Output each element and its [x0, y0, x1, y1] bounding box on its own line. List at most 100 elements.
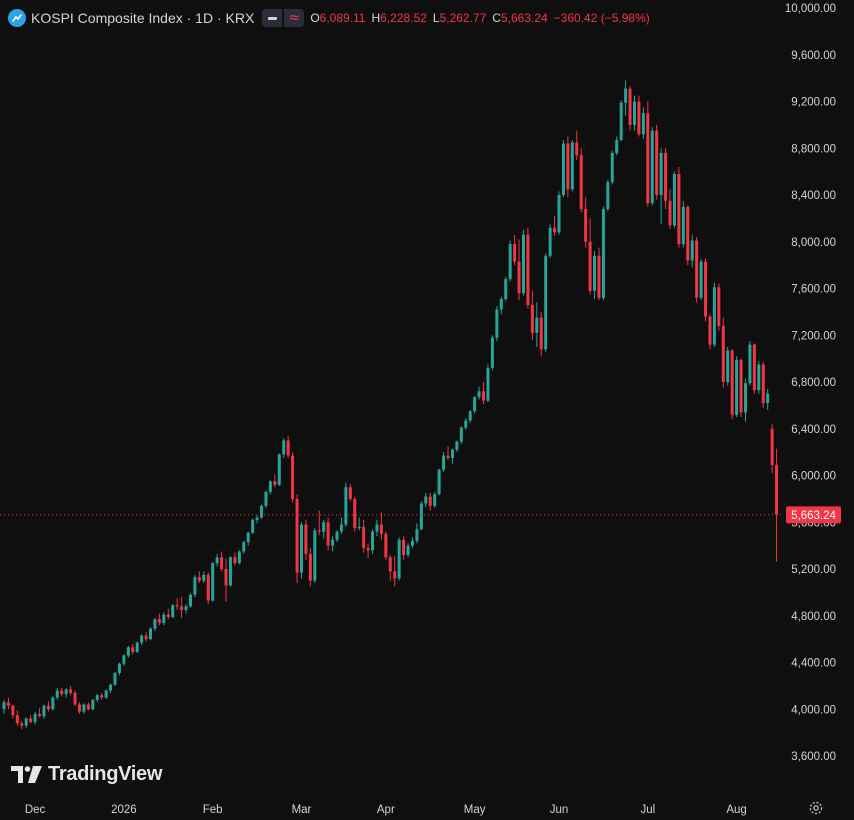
- candle[interactable]: [166, 608, 170, 620]
- candle[interactable]: [104, 689, 108, 699]
- candle[interactable]: [588, 218, 592, 295]
- candle[interactable]: [379, 512, 383, 540]
- candle[interactable]: [366, 543, 370, 559]
- candle[interactable]: [748, 341, 752, 386]
- candle[interactable]: [504, 276, 508, 302]
- candle[interactable]: [752, 343, 756, 394]
- candle[interactable]: [233, 552, 237, 566]
- candle[interactable]: [322, 519, 326, 539]
- candle[interactable]: [220, 551, 224, 572]
- candle[interactable]: [690, 234, 694, 268]
- candle[interactable]: [202, 571, 206, 584]
- candle[interactable]: [295, 494, 299, 584]
- time-axis[interactable]: Dec 2026 Feb Mar Apr May Jun Jul Aug: [25, 804, 747, 816]
- candle[interactable]: [704, 258, 708, 322]
- candle[interactable]: [393, 556, 397, 587]
- candle[interactable]: [255, 515, 259, 524]
- candle[interactable]: [91, 698, 95, 711]
- candle[interactable]: [357, 517, 361, 531]
- candle[interactable]: [206, 572, 210, 605]
- candle[interactable]: [739, 358, 743, 418]
- candle[interactable]: [193, 574, 197, 598]
- candle[interactable]: [2, 699, 6, 714]
- candle[interactable]: [11, 704, 15, 719]
- candle[interactable]: [180, 597, 184, 619]
- candle[interactable]: [362, 519, 366, 553]
- candle[interactable]: [628, 86, 632, 131]
- candle[interactable]: [424, 493, 428, 508]
- candle[interactable]: [761, 362, 765, 408]
- candle[interactable]: [566, 136, 570, 198]
- kospi-logo-icon[interactable]: [8, 9, 26, 27]
- candle[interactable]: [371, 529, 375, 554]
- candle[interactable]: [664, 148, 668, 210]
- candle[interactable]: [624, 80, 628, 116]
- candle[interactable]: [117, 662, 121, 676]
- candle[interactable]: [695, 237, 699, 303]
- candle[interactable]: [775, 448, 779, 562]
- candle[interactable]: [162, 612, 166, 626]
- candle[interactable]: [442, 452, 446, 472]
- candle[interactable]: [135, 641, 139, 654]
- tradingview-watermark[interactable]: TradingView: [11, 763, 162, 786]
- candle[interactable]: [637, 95, 641, 137]
- candle[interactable]: [482, 382, 486, 405]
- gear-icon[interactable]: [808, 800, 824, 816]
- candle[interactable]: [459, 426, 463, 444]
- candle[interactable]: [575, 130, 579, 160]
- candle[interactable]: [513, 234, 517, 266]
- candle[interactable]: [171, 604, 175, 619]
- candle[interactable]: [579, 148, 583, 213]
- candle[interactable]: [113, 671, 117, 686]
- candle[interactable]: [419, 501, 423, 531]
- candle[interactable]: [553, 216, 557, 236]
- candle[interactable]: [60, 688, 64, 697]
- candle[interactable]: [277, 453, 281, 487]
- candle[interactable]: [95, 694, 99, 703]
- candle[interactable]: [242, 540, 246, 554]
- candle[interactable]: [126, 646, 130, 658]
- candle[interactable]: [46, 701, 50, 712]
- candle[interactable]: [157, 613, 161, 626]
- candle[interactable]: [237, 550, 241, 565]
- candle[interactable]: [650, 127, 654, 206]
- candle[interactable]: [260, 504, 264, 519]
- candle[interactable]: [473, 396, 477, 414]
- candle[interactable]: [468, 410, 472, 423]
- candle[interactable]: [486, 364, 490, 402]
- candle[interactable]: [228, 556, 232, 587]
- candle[interactable]: [606, 179, 610, 212]
- candle[interactable]: [38, 708, 42, 718]
- candle[interactable]: [428, 493, 432, 511]
- symbol-title[interactable]: KOSPI Composite Index · 1D · KRX: [31, 10, 255, 26]
- candle[interactable]: [149, 627, 153, 641]
- candle[interactable]: [561, 140, 565, 198]
- candle[interactable]: [286, 435, 290, 458]
- candle[interactable]: [348, 483, 352, 502]
- candle[interactable]: [584, 197, 588, 248]
- candle[interactable]: [508, 240, 512, 282]
- candle[interactable]: [433, 491, 437, 509]
- candle[interactable]: [490, 335, 494, 371]
- candle[interactable]: [499, 296, 503, 315]
- candle[interactable]: [570, 140, 574, 192]
- candle[interactable]: [681, 200, 685, 248]
- candle[interactable]: [615, 136, 619, 156]
- candle[interactable]: [521, 230, 525, 296]
- candle[interactable]: [410, 537, 414, 548]
- candle[interactable]: [331, 536, 335, 552]
- candle[interactable]: [535, 302, 539, 347]
- candle[interactable]: [144, 632, 148, 642]
- candle[interactable]: [69, 685, 73, 696]
- candle[interactable]: [224, 558, 228, 602]
- candle[interactable]: [388, 554, 392, 581]
- candle[interactable]: [246, 531, 250, 546]
- candle[interactable]: [593, 251, 597, 300]
- candle[interactable]: [215, 553, 219, 567]
- candle[interactable]: [619, 100, 623, 142]
- candle[interactable]: [539, 311, 543, 357]
- candle[interactable]: [339, 517, 343, 534]
- candle[interactable]: [375, 519, 379, 537]
- candle[interactable]: [655, 124, 659, 200]
- candle[interactable]: [251, 518, 255, 534]
